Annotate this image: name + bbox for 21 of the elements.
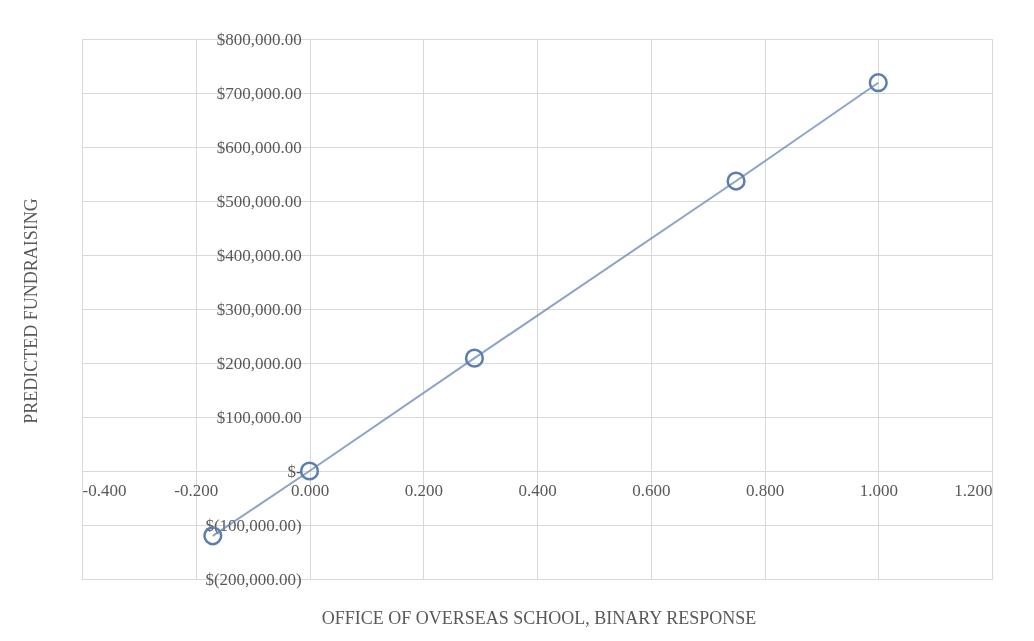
x-tick-label: -0.200 — [174, 480, 219, 500]
y-tick-label: $400,000.00 — [216, 245, 302, 265]
x-axis-title: OFFICE OF OVERSEAS SCHOOL, BINARY RESPONSE — [321, 607, 757, 628]
y-tick-label: $700,000.00 — [216, 83, 302, 103]
x-tick-label: 0.800 — [745, 480, 785, 500]
y-tick-label: $100,000.00 — [216, 407, 302, 427]
y-tick-label: $600,000.00 — [216, 137, 302, 157]
y-tick-label: $(200,000.00) — [205, 569, 302, 589]
x-tick-label: 1.200 — [954, 480, 993, 500]
y-tick-label: $800,000.00 — [216, 29, 302, 49]
x-tick-label: 0.600 — [632, 480, 671, 500]
x-tick-label: 0.400 — [518, 480, 557, 500]
y-tick-label: $500,000.00 — [216, 191, 302, 211]
x-tick-label: 0.200 — [404, 480, 443, 500]
y-tick-label: $200,000.00 — [216, 353, 302, 373]
y-axis-title: PREDICTED FUNDRAISING — [20, 198, 41, 424]
x-tick-label: 1.000 — [859, 480, 898, 500]
x-tick-label: 0.000 — [290, 480, 330, 500]
y-tick-label: $- — [287, 461, 303, 481]
x-tick-label: -0.400 — [82, 480, 127, 500]
y-tick-label: $300,000.00 — [216, 299, 302, 319]
